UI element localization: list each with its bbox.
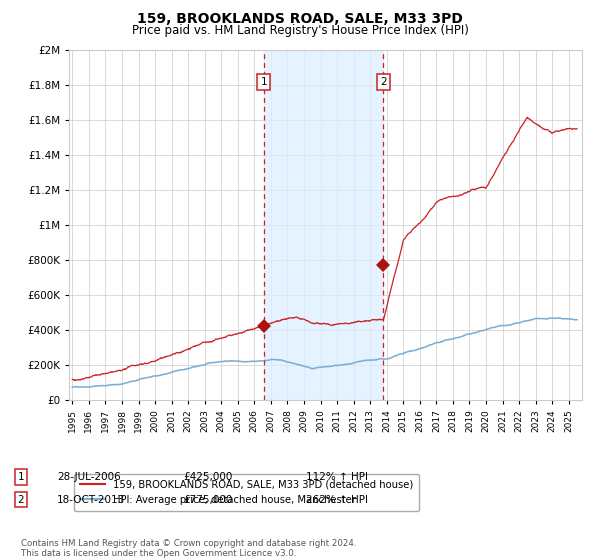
Text: £775,000: £775,000 <box>183 494 232 505</box>
Text: £425,000: £425,000 <box>183 472 232 482</box>
Text: Contains HM Land Registry data © Crown copyright and database right 2024.
This d: Contains HM Land Registry data © Crown c… <box>21 539 356 558</box>
Text: 112% ↑ HPI: 112% ↑ HPI <box>306 472 368 482</box>
Text: 1: 1 <box>17 472 25 482</box>
Text: 2: 2 <box>17 494 25 505</box>
Text: 2: 2 <box>380 77 387 87</box>
Legend: 159, BROOKLANDS ROAD, SALE, M33 3PD (detached house), HPI: Average price, detach: 159, BROOKLANDS ROAD, SALE, M33 3PD (det… <box>74 474 419 511</box>
Text: 1: 1 <box>260 77 267 87</box>
Text: 18-OCT-2013: 18-OCT-2013 <box>57 494 125 505</box>
Text: 28-JUL-2006: 28-JUL-2006 <box>57 472 121 482</box>
Text: 159, BROOKLANDS ROAD, SALE, M33 3PD: 159, BROOKLANDS ROAD, SALE, M33 3PD <box>137 12 463 26</box>
Text: Price paid vs. HM Land Registry's House Price Index (HPI): Price paid vs. HM Land Registry's House … <box>131 24 469 36</box>
Text: 262% ↑ HPI: 262% ↑ HPI <box>306 494 368 505</box>
Bar <box>264 50 383 400</box>
